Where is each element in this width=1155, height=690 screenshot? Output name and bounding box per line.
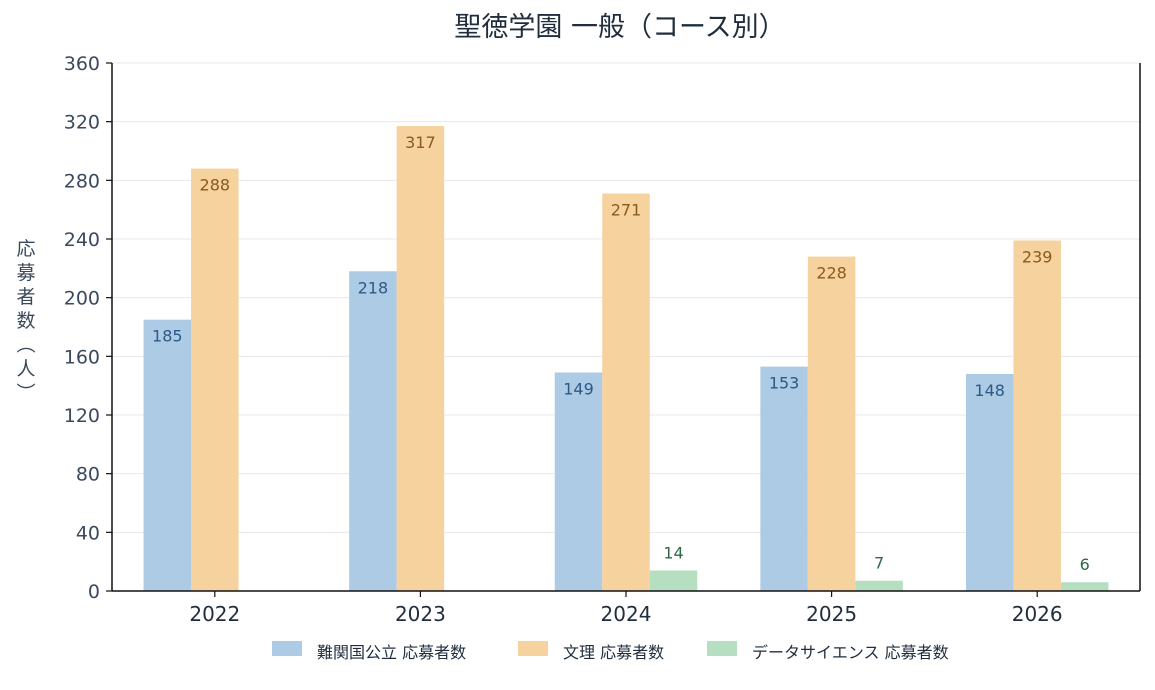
y-axis-label-char: 者 (16, 286, 35, 308)
y-axis-label-char: ） (14, 382, 36, 401)
y-tick-label: 240 (64, 229, 100, 251)
data-label: 14 (663, 543, 683, 562)
data-label: 218 (358, 278, 389, 297)
x-tick-label: 2026 (1012, 602, 1063, 626)
y-tick-label: 320 (64, 112, 100, 134)
legend-label: 難関国公立 応募者数 (317, 643, 466, 662)
legend-swatch (518, 641, 548, 656)
bar (1060, 582, 1109, 591)
bar (965, 373, 1014, 591)
y-axis-ticks: 0 40 80 120 160 200 240 280 320 360 (64, 53, 112, 603)
bar (855, 580, 903, 591)
data-label: 185 (152, 327, 183, 346)
bar (143, 319, 192, 591)
data-label: 317 (405, 133, 436, 152)
legend-swatch (707, 641, 737, 656)
y-axis-label-char: 人 (16, 358, 35, 380)
x-tick-label: 2023 (395, 602, 446, 626)
y-tick-label: 40 (76, 522, 100, 544)
y-tick-label: 80 (76, 464, 100, 486)
bar (807, 256, 856, 591)
y-tick-label: 280 (64, 170, 100, 192)
legend-label: 文理 応募者数 (563, 643, 664, 662)
x-tick-label: 2025 (806, 602, 857, 626)
y-tick-label: 0 (88, 581, 100, 603)
bars (143, 126, 1109, 592)
bar (396, 126, 445, 592)
y-axis-label-char: （ (14, 334, 36, 353)
bar (760, 366, 808, 591)
bar (191, 168, 239, 591)
data-label: 6 (1080, 555, 1090, 574)
chart-title: 聖徳学園 一般（コース別） (454, 12, 785, 43)
x-axis-ticks: 2022 2023 2024 2025 2026 (189, 591, 1063, 626)
data-label: 7 (874, 554, 884, 573)
data-label: 228 (816, 264, 847, 283)
data-label: 288 (200, 176, 231, 195)
x-tick-label: 2024 (601, 602, 652, 626)
legend-swatch (272, 641, 302, 656)
y-axis-label: 応募者数 （ 人 ） (14, 238, 36, 402)
y-tick-label: 360 (64, 53, 100, 75)
y-tick-label: 160 (64, 346, 100, 368)
legend: 難関国公立 応募者数 文理 応募者数 データサイエンス 応募者数 (272, 641, 949, 662)
data-labels: 185 288 218 317 149 271 14 153 228 7 148 239 6 (152, 133, 1090, 574)
y-axis-label-char: 応 (16, 238, 35, 260)
data-label: 271 (611, 201, 642, 220)
y-axis-label-char: 数 (16, 310, 35, 332)
x-tick-label: 2022 (189, 602, 240, 626)
bar (1013, 240, 1061, 591)
legend-label: データサイエンス 応募者数 (752, 643, 949, 662)
bar (602, 193, 650, 592)
bar (554, 372, 603, 591)
bar (649, 570, 698, 591)
data-label: 153 (769, 374, 800, 393)
data-label: 239 (1022, 247, 1053, 266)
y-tick-label: 200 (64, 288, 100, 310)
y-axis-label-char: 募 (16, 262, 35, 284)
y-tick-label: 120 (64, 405, 100, 427)
data-label: 149 (563, 379, 594, 398)
data-label: 148 (974, 381, 1005, 400)
bar (349, 271, 397, 591)
